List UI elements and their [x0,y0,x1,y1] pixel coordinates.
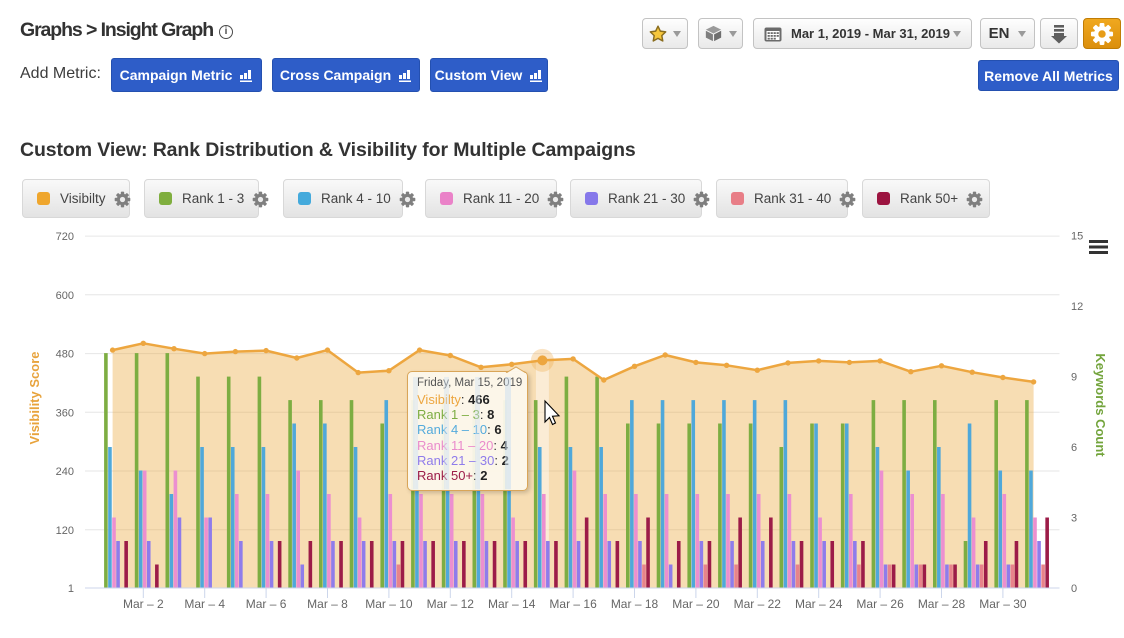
svg-text:3: 3 [1071,513,1077,525]
svg-text:600: 600 [56,290,74,302]
svg-text:Mar – 22: Mar – 22 [734,597,782,611]
svg-text:12: 12 [1071,301,1083,313]
svg-text:Mar – 14: Mar – 14 [488,597,536,611]
svg-text:6: 6 [1071,442,1077,454]
svg-text:15: 15 [1071,231,1083,243]
svg-text:Mar – 30: Mar – 30 [979,597,1027,611]
svg-text:Mar – 24: Mar – 24 [795,597,843,611]
svg-text:Mar – 10: Mar – 10 [365,597,413,611]
svg-text:0: 0 [1071,583,1077,595]
svg-text:Mar – 12: Mar – 12 [427,597,475,611]
svg-text:Mar – 8: Mar – 8 [307,597,348,611]
svg-text:Mar – 26: Mar – 26 [856,597,904,611]
svg-text:Keywords Count: Keywords Count [1093,353,1108,457]
svg-text:Mar – 18: Mar – 18 [611,597,659,611]
svg-text:1: 1 [68,583,74,595]
svg-text:Mar – 2: Mar – 2 [123,597,164,611]
svg-text:240: 240 [56,466,74,478]
svg-text:720: 720 [56,231,74,243]
svg-text:Mar – 4: Mar – 4 [184,597,225,611]
svg-text:360: 360 [56,407,74,419]
svg-text:9: 9 [1071,372,1077,384]
svg-text:Mar – 28: Mar – 28 [918,597,966,611]
svg-text:Mar – 20: Mar – 20 [672,597,720,611]
svg-text:Mar – 6: Mar – 6 [246,597,287,611]
svg-text:Mar – 16: Mar – 16 [549,597,597,611]
svg-text:120: 120 [56,525,74,537]
svg-text:Visibility Score: Visibility Score [27,352,42,445]
svg-text:480: 480 [56,349,74,361]
